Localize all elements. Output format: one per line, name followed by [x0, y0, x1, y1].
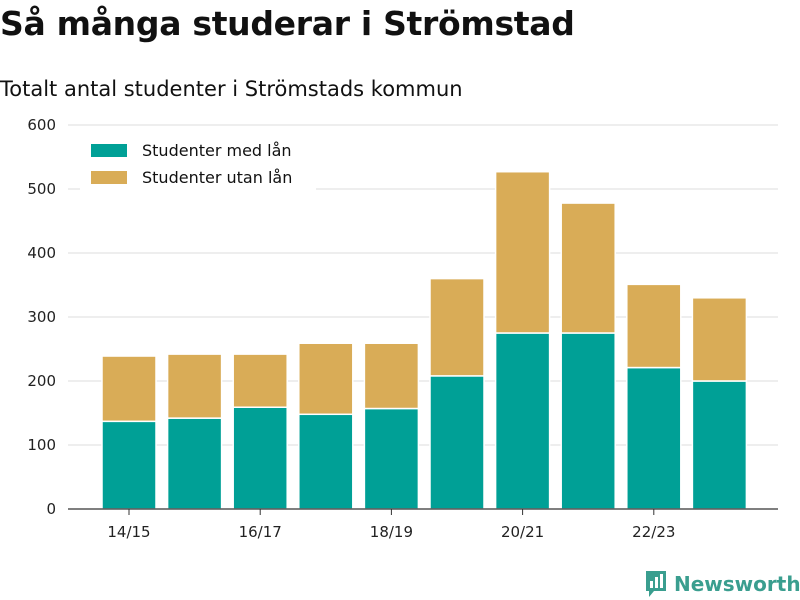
brand-name: Newsworthy — [674, 572, 800, 596]
bar-segment-med-lan — [166, 417, 223, 510]
y-tick-label: 0 — [46, 500, 56, 518]
bar-segment-med-lan — [429, 375, 485, 510]
bar-segment-med-lan — [560, 332, 616, 510]
bar-segment-med-lan — [494, 332, 551, 510]
y-tick-label: 400 — [27, 244, 56, 262]
x-tick-label: 22/23 — [632, 523, 675, 541]
page-title: Så många studerar i Strömstad — [0, 4, 575, 43]
x-tick-label: 18/19 — [370, 523, 413, 541]
bar-segment-utan-lan — [691, 297, 748, 382]
y-tick-label: 600 — [27, 116, 56, 134]
bar-segment-utan-lan — [494, 170, 551, 334]
y-tick-label: 200 — [27, 372, 56, 390]
bar-segment-med-lan — [298, 413, 354, 510]
bar-segment-med-lan — [232, 406, 288, 510]
bar-segment-utan-lan — [101, 355, 157, 423]
x-tick-label: 14/15 — [107, 523, 150, 541]
bar-segment-med-lan — [101, 420, 157, 510]
y-tick-label: 300 — [27, 308, 56, 326]
bar-segment-utan-lan — [166, 353, 223, 419]
bar-segment-utan-lan — [626, 283, 682, 369]
x-tick-label: 20/21 — [501, 523, 544, 541]
y-tick-label: 500 — [27, 180, 56, 198]
legend-label: Studenter utan lån — [142, 168, 292, 187]
x-tick-label: 16/17 — [239, 523, 282, 541]
legend-swatch — [91, 144, 127, 157]
chart-subtitle: Totalt antal studenter i Strömstads komm… — [0, 77, 463, 101]
y-tick-label: 100 — [27, 436, 56, 454]
legend-label: Studenter med lån — [142, 141, 292, 160]
bar-segment-utan-lan — [298, 342, 354, 416]
bar-segment-utan-lan — [560, 202, 616, 334]
bar-segment-med-lan — [626, 366, 682, 510]
bar-chart-icon — [646, 571, 666, 597]
legend-swatch — [91, 171, 127, 184]
bar-segment-utan-lan — [363, 342, 420, 410]
brand-logo: Newsworthy — [644, 569, 800, 599]
bar-segment-utan-lan — [429, 277, 485, 377]
bar-segment-med-lan — [691, 380, 748, 510]
bar-segment-med-lan — [363, 407, 420, 510]
bar-segment-utan-lan — [232, 353, 288, 408]
